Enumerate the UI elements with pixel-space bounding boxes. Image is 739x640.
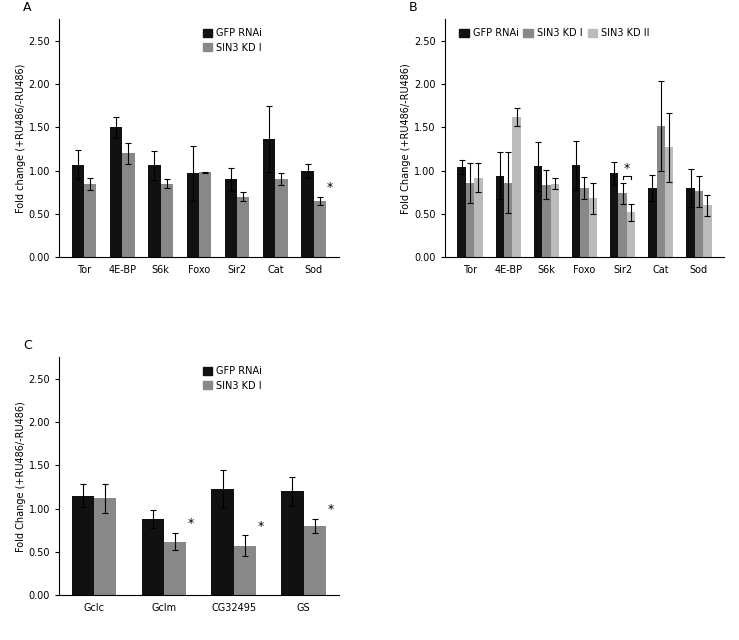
Legend: GFP RNAi, SIN3 KD I: GFP RNAi, SIN3 KD I [199,24,266,57]
Bar [572,166,580,257]
Bar [474,177,483,257]
Bar [703,205,712,257]
Text: A: A [23,1,31,15]
Bar [542,184,551,257]
Bar [619,193,627,257]
Bar [160,184,173,257]
Bar [234,546,256,595]
Bar [512,117,521,257]
Bar [302,171,313,257]
Bar [237,196,249,257]
Y-axis label: Fold Change (+RU486/-RU486): Fold Change (+RU486/-RU486) [16,401,26,552]
Bar [199,172,211,257]
Text: *: * [624,162,630,175]
Y-axis label: Fold Change (+RU486/-RU486): Fold Change (+RU486/-RU486) [401,63,412,214]
Bar [534,166,542,257]
Bar [123,154,134,257]
Text: *: * [327,181,333,194]
Bar [72,164,84,257]
Bar [313,201,326,257]
Legend: GFP RNAi, SIN3 KD I: GFP RNAi, SIN3 KD I [199,362,266,395]
Bar [504,183,512,257]
Text: C: C [23,339,32,353]
Bar [84,184,96,257]
Bar [580,188,589,257]
Bar [149,166,160,257]
Bar [627,212,636,257]
Bar [589,198,597,257]
Text: *: * [257,520,264,533]
Bar [466,183,474,257]
Bar [142,519,164,595]
Bar [276,179,287,257]
Bar [225,179,237,257]
Bar [164,541,186,595]
Legend: GFP RNAi, SIN3 KD I, SIN3 KD II: GFP RNAi, SIN3 KD I, SIN3 KD II [455,24,653,42]
Text: *: * [327,504,333,516]
Bar [457,167,466,257]
Bar [656,125,665,257]
Text: *: * [188,517,194,531]
Bar [282,492,304,595]
Bar [263,139,276,257]
Bar [610,173,619,257]
Bar [110,127,123,257]
Bar [304,526,326,595]
Bar [551,184,559,257]
Bar [72,495,94,595]
Bar [665,147,673,257]
Bar [211,489,234,595]
Bar [496,176,504,257]
Text: B: B [409,1,417,15]
Y-axis label: Fold change (+RU486/-RU486): Fold change (+RU486/-RU486) [16,63,26,213]
Bar [687,188,695,257]
Bar [648,188,656,257]
Bar [187,173,199,257]
Bar [695,191,703,257]
Bar [94,499,117,595]
